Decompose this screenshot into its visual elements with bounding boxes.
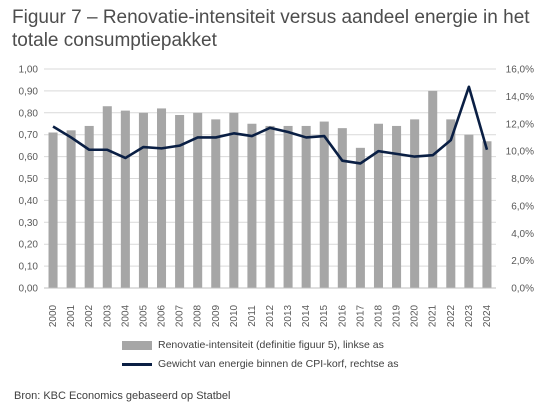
y-left-tick-label: 0,20 bbox=[19, 240, 39, 251]
bar bbox=[355, 147, 365, 288]
y-right-tick-label: 10,0% bbox=[506, 147, 534, 158]
bar bbox=[446, 119, 456, 289]
x-tick-label: 2000 bbox=[48, 304, 59, 327]
x-tick-label: 2024 bbox=[482, 304, 493, 327]
y-right-tick-label: 12,0% bbox=[506, 119, 534, 130]
x-tick-label: 2016 bbox=[337, 304, 348, 327]
y-right-tick-label: 0,0% bbox=[511, 284, 534, 295]
chart-title: Figuur 7 – Renovatie-intensiteit versus … bbox=[12, 7, 530, 51]
bar bbox=[337, 128, 347, 288]
bar bbox=[373, 123, 383, 288]
legend-item-bars: Renovatie-intensiteit (definitie figuur … bbox=[122, 339, 384, 351]
line-series bbox=[52, 85, 489, 165]
x-tick-label: 2023 bbox=[464, 304, 475, 327]
y-axis-right: 0,0% 2,0% 4,0% 6,0% 8,0% 10,0% 12,0% 14,0% 16,0% bbox=[506, 65, 534, 295]
x-tick-label: 2015 bbox=[319, 304, 330, 327]
x-tick-label: 2004 bbox=[120, 304, 131, 327]
legend-swatch-line bbox=[122, 362, 152, 366]
x-tick-label: 2014 bbox=[301, 304, 312, 327]
bar-series bbox=[48, 90, 492, 289]
y-left-tick-label: 0,00 bbox=[19, 284, 39, 295]
y-left-tick-label: 0,40 bbox=[19, 196, 39, 207]
x-tick-label: 2022 bbox=[446, 304, 457, 327]
x-tick-label: 2001 bbox=[66, 304, 77, 327]
y-left-tick-label: 0,70 bbox=[19, 130, 39, 141]
bar bbox=[66, 130, 76, 288]
bar bbox=[229, 112, 239, 288]
x-tick-label: 2012 bbox=[265, 304, 276, 327]
bar bbox=[410, 119, 420, 289]
bar bbox=[138, 112, 148, 288]
x-tick-label: 2017 bbox=[355, 304, 366, 327]
bar bbox=[428, 90, 438, 289]
legend-label-bars: Renovatie-intensiteit (definitie figuur … bbox=[158, 339, 384, 351]
legend-swatch-bars bbox=[122, 340, 152, 350]
x-tick-label: 2010 bbox=[229, 304, 240, 327]
y-right-tick-label: 4,0% bbox=[511, 229, 534, 240]
bar bbox=[102, 106, 112, 288]
y-axis-left: 0,00 0,10 0,20 0,30 0,40 0,50 0,60 0,70 0,80 0,90… bbox=[19, 65, 39, 295]
x-tick-label: 2020 bbox=[410, 304, 421, 327]
x-tick-label: 2021 bbox=[428, 304, 439, 327]
y-left-tick-label: 0,50 bbox=[19, 174, 39, 185]
y-right-tick-label: 16,0% bbox=[506, 65, 534, 76]
legend-item-line: Gewicht van energie binnen de CPI-korf, … bbox=[122, 358, 398, 370]
bar bbox=[392, 125, 402, 288]
x-tick-label: 2019 bbox=[392, 304, 403, 327]
x-tick-label: 2018 bbox=[373, 304, 384, 327]
x-tick-label: 2011 bbox=[247, 305, 258, 327]
y-left-tick-label: 1,00 bbox=[19, 65, 39, 76]
x-tick-label: 2008 bbox=[193, 304, 204, 327]
bar bbox=[48, 132, 58, 288]
bar bbox=[301, 125, 311, 288]
y-left-tick-label: 0,80 bbox=[19, 108, 39, 119]
x-tick-label: 2009 bbox=[211, 304, 222, 327]
y-left-tick-label: 0,30 bbox=[19, 218, 39, 229]
y-right-tick-label: 2,0% bbox=[511, 256, 534, 267]
legend-label-line: Gewicht van energie binnen de CPI-korf, … bbox=[158, 358, 399, 370]
x-axis: 2000 2001 2002 2003 2004 2005 2006 2007 2008 2009… bbox=[44, 287, 496, 327]
x-tick-label: 2007 bbox=[175, 304, 186, 327]
bar bbox=[175, 114, 185, 289]
bar bbox=[193, 112, 203, 288]
y-left-tick-label: 0,10 bbox=[19, 262, 39, 273]
bar bbox=[319, 121, 329, 288]
bar bbox=[157, 108, 167, 288]
bar bbox=[120, 110, 130, 288]
bar bbox=[211, 119, 221, 289]
y-right-tick-label: 6,0% bbox=[511, 201, 534, 212]
bar bbox=[464, 134, 474, 288]
x-tick-label: 2002 bbox=[84, 304, 95, 327]
x-tick-label: 2013 bbox=[283, 304, 294, 327]
y-left-tick-label: 0,60 bbox=[19, 152, 39, 163]
y-right-tick-label: 8,0% bbox=[511, 174, 534, 185]
bar bbox=[283, 125, 293, 288]
x-tick-label: 2003 bbox=[102, 304, 113, 327]
x-tick-label: 2006 bbox=[157, 304, 168, 327]
bar bbox=[482, 141, 492, 288]
y-left-tick-label: 0,90 bbox=[19, 86, 39, 97]
source-note: Bron: KBC Economics gebaseerd op Statbel bbox=[14, 390, 231, 402]
line-series-path bbox=[52, 85, 489, 165]
bar bbox=[247, 123, 257, 288]
x-tick-label: 2005 bbox=[138, 304, 149, 327]
bar bbox=[84, 125, 94, 288]
bar bbox=[265, 125, 275, 288]
y-right-tick-label: 14,0% bbox=[506, 92, 534, 103]
